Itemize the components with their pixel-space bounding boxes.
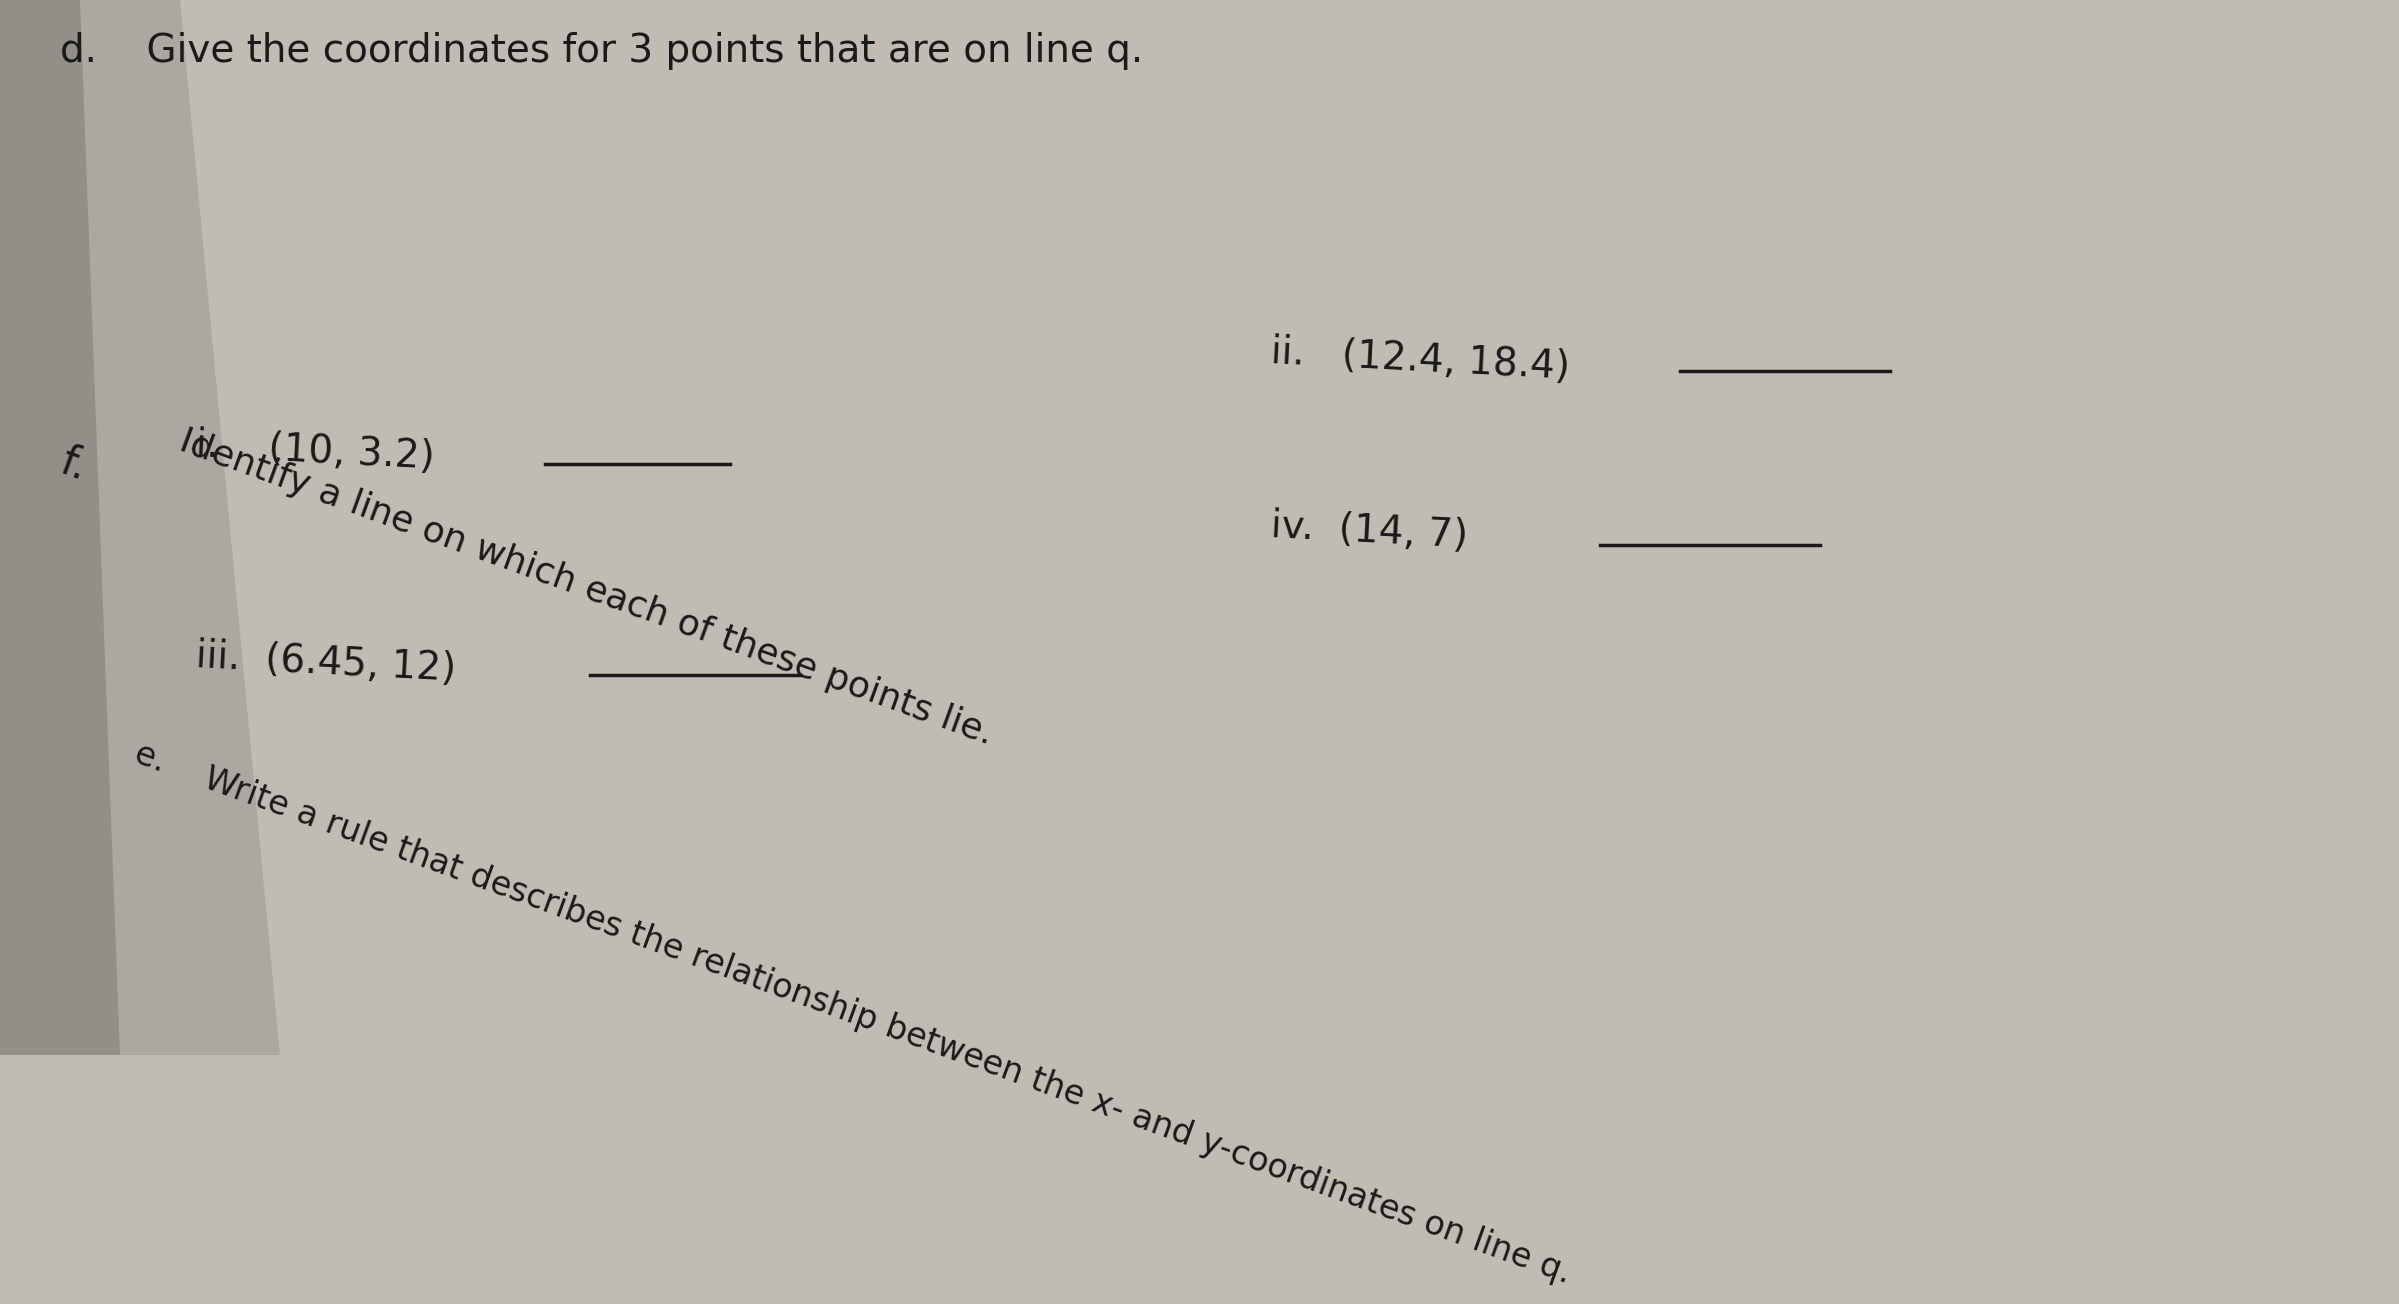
- Text: iii.  (6.45, 12): iii. (6.45, 12): [194, 636, 458, 689]
- Text: e.    Write a rule that describes the relationship between the x- and y-coordina: e. Write a rule that describes the relat…: [130, 737, 1576, 1290]
- Polygon shape: [0, 0, 281, 1055]
- Text: i.    (10, 3.2): i. (10, 3.2): [194, 426, 437, 477]
- Text: d.    Give the coordinates for 3 points that are on line q.: d. Give the coordinates for 3 points tha…: [60, 31, 1144, 69]
- Polygon shape: [0, 0, 120, 1055]
- Text: f.: f.: [55, 441, 94, 489]
- Text: iv.  (14, 7): iv. (14, 7): [1269, 507, 1468, 556]
- Text: ii.   (12.4, 18.4): ii. (12.4, 18.4): [1269, 334, 1571, 387]
- Text: Identify a line on which each of these points lie.: Identify a line on which each of these p…: [175, 424, 998, 751]
